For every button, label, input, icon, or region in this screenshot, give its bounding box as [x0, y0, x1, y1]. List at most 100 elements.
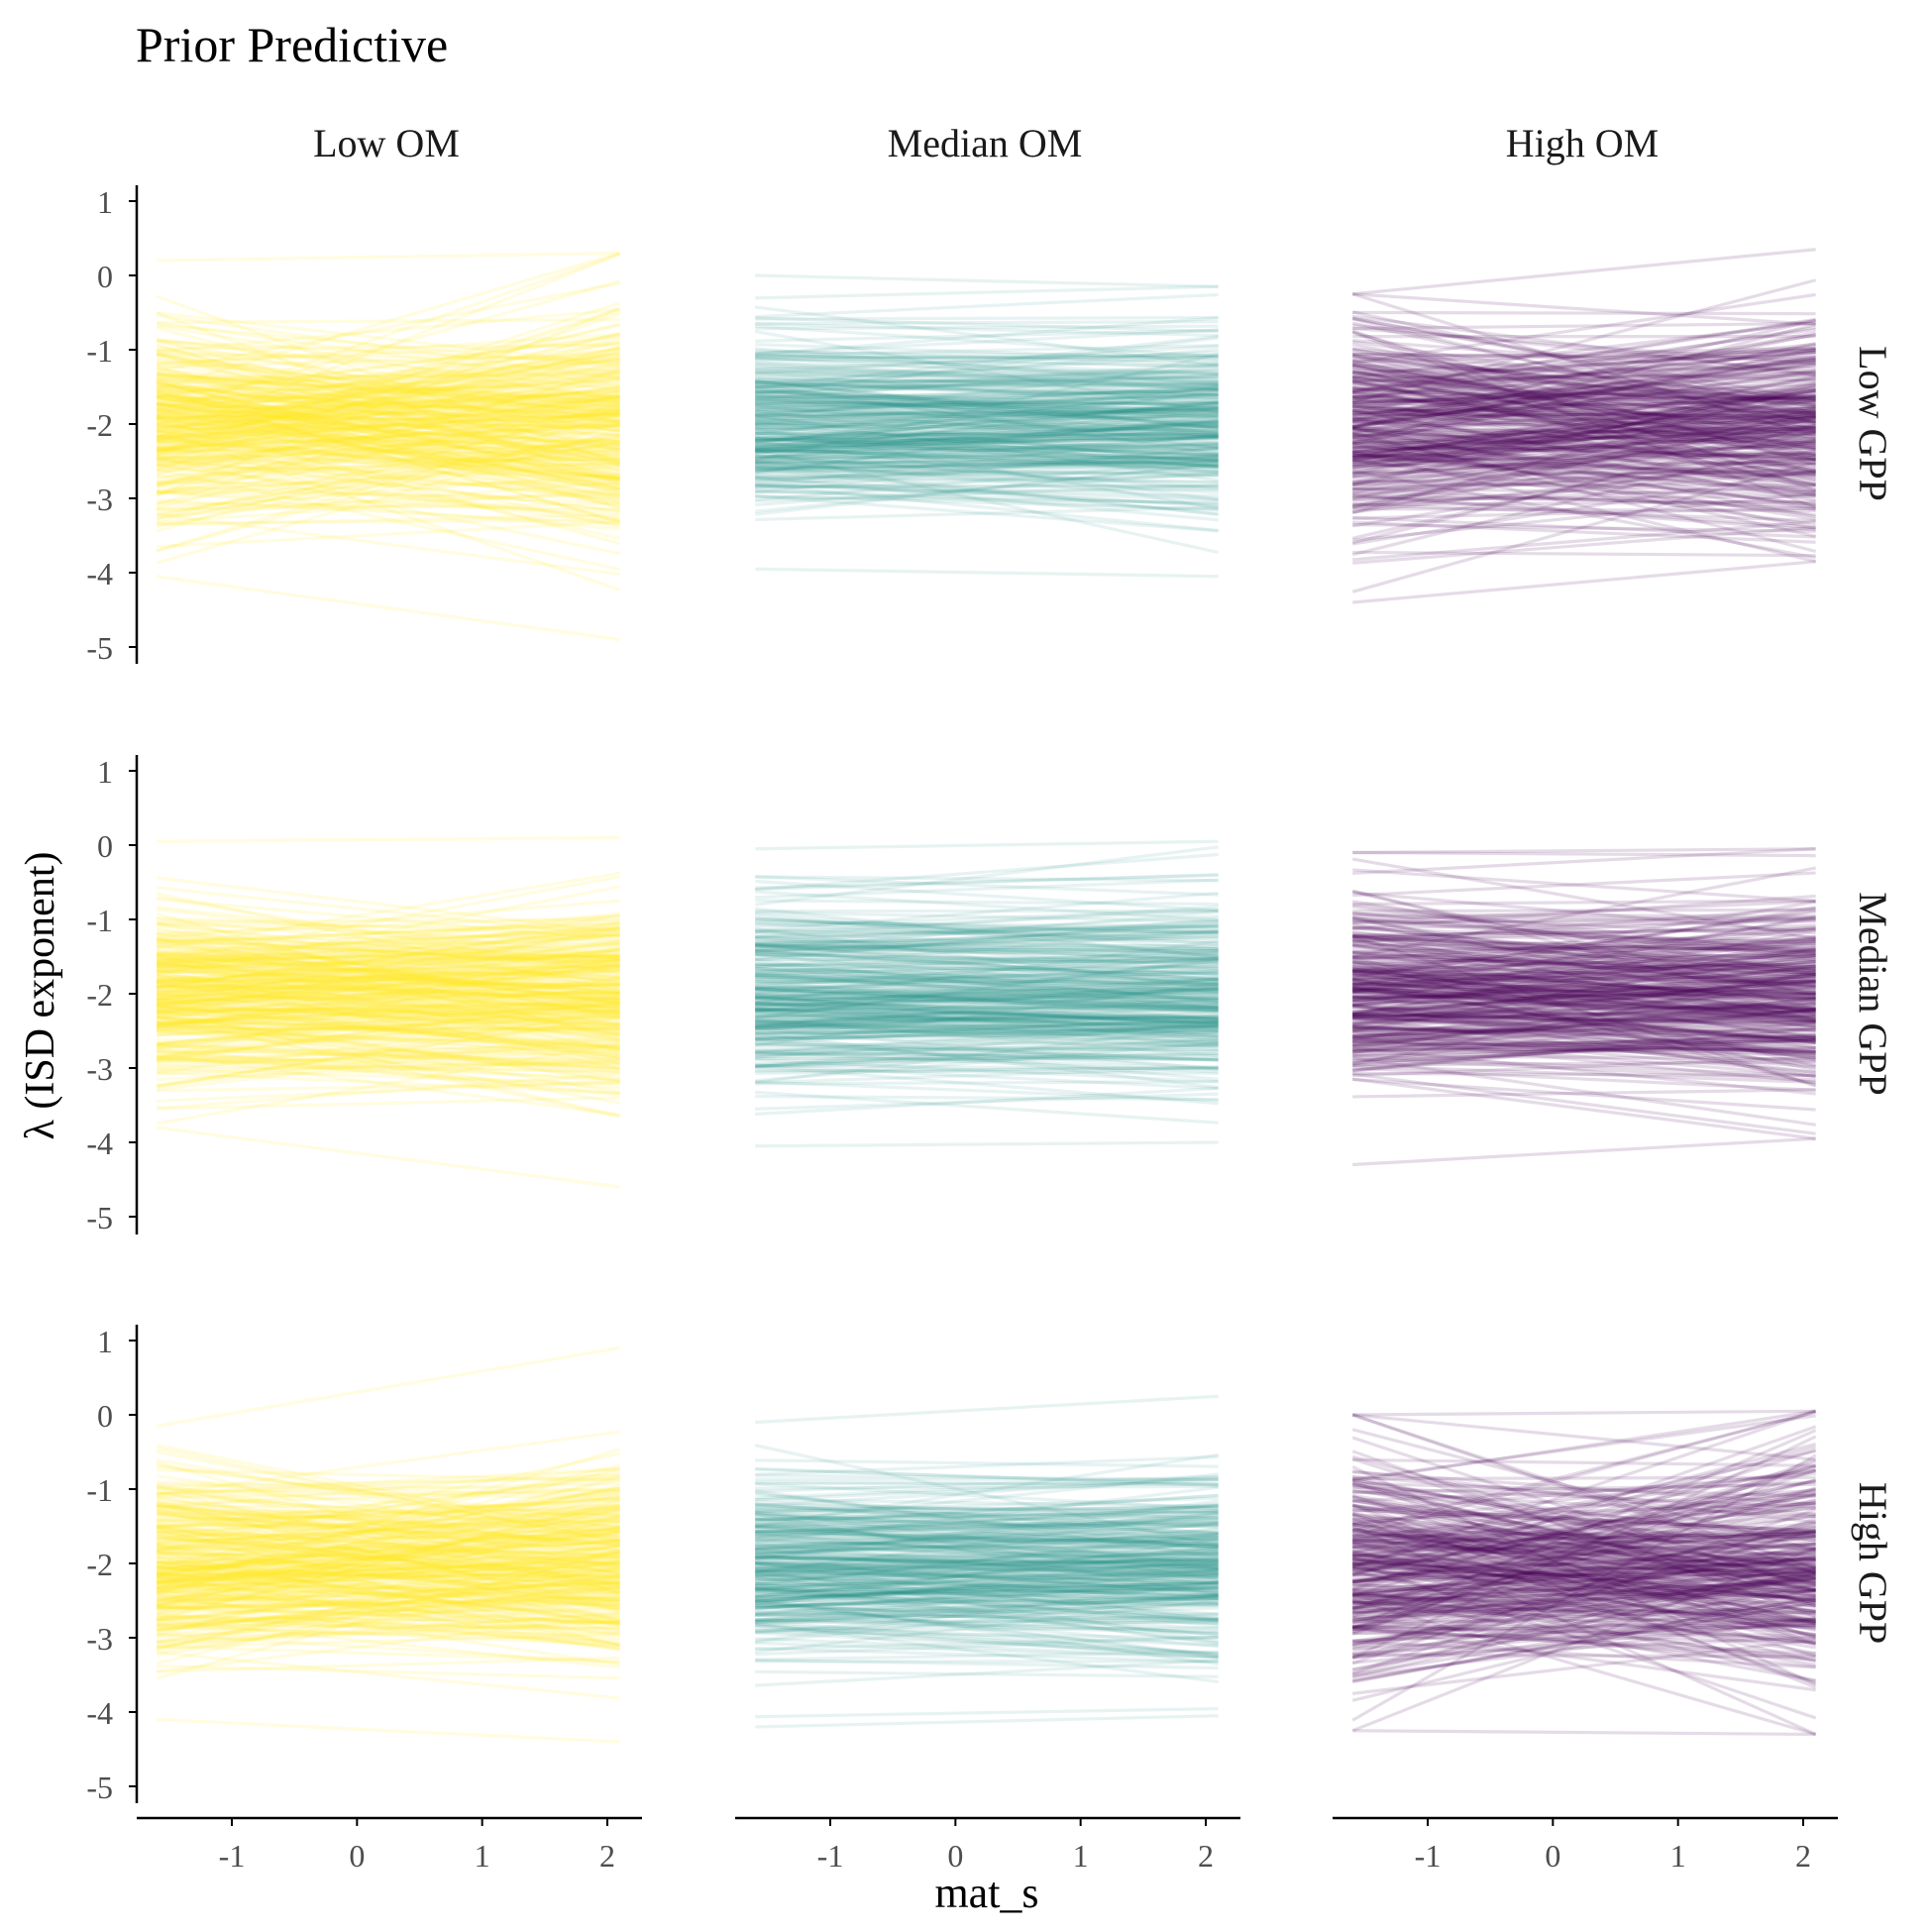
prior-draw-line — [157, 991, 620, 1006]
prior-draw-line — [755, 1522, 1219, 1551]
prior-draw-line — [1352, 456, 1816, 479]
prior-draw-line — [755, 419, 1219, 464]
prior-draw-line — [1351, 408, 1816, 493]
prior-draw-line — [755, 1474, 1219, 1493]
panel-low-gpp-high-om — [1351, 248, 1817, 604]
prior-draw-line — [157, 357, 620, 400]
prior-draw-line — [755, 909, 1219, 934]
prior-draw-line — [755, 1549, 1219, 1580]
prior-draw-line — [755, 916, 1219, 946]
prior-draw-line — [755, 916, 1219, 962]
prior-draw-line — [1351, 1522, 1816, 1605]
prior-draw-line — [755, 459, 1219, 471]
prior-draw-line — [1352, 1012, 1816, 1022]
prior-draw-line — [157, 1050, 620, 1097]
prior-draw-line — [1352, 959, 1816, 975]
prior-draw-line — [755, 459, 1219, 502]
prior-draw-line — [1352, 1557, 1816, 1604]
prior-draw-line — [157, 1054, 620, 1070]
prior-draw-line — [157, 1542, 620, 1580]
prior-draw-line — [1352, 1589, 1816, 1601]
prior-draw-line — [157, 424, 620, 453]
prior-draw-line — [157, 1552, 620, 1562]
prior-draw-line — [755, 996, 1219, 1027]
prior-draw-line — [755, 921, 1219, 935]
y-tick-label: -3 — [86, 1621, 113, 1657]
prior-draw-line — [1352, 358, 1816, 391]
prior-draw-line — [1352, 1512, 1816, 1569]
prior-draw-line — [755, 406, 1219, 418]
prior-draw-line — [755, 419, 1219, 456]
prior-draw-line — [755, 461, 1219, 470]
prior-draw-line — [1351, 398, 1816, 463]
row-strip-label: Median GPP — [1851, 892, 1895, 1096]
prior-draw-line — [755, 968, 1219, 986]
prior-draw-line — [1352, 381, 1816, 405]
prior-draw-line — [156, 946, 620, 1011]
prior-draw-line — [156, 378, 620, 464]
prior-draw-line — [1352, 1537, 1816, 1585]
prior-draw-line — [1351, 1487, 1816, 1573]
prior-draw-line — [755, 431, 1219, 453]
prior-draw-line — [755, 358, 1219, 368]
prior-draw-line — [1351, 408, 1816, 496]
prior-draw-line — [755, 1618, 1219, 1625]
prior-draw-line — [755, 1544, 1219, 1551]
prior-draw-line — [157, 993, 620, 1046]
prior-draw-line — [755, 1025, 1219, 1041]
prior-draw-line — [157, 1008, 620, 1013]
prior-draw-line — [156, 407, 620, 520]
prior-draw-line — [157, 1005, 620, 1048]
prior-draw-line — [1351, 388, 1816, 454]
prior-draw-line — [1351, 890, 1816, 998]
prior-draw-line — [157, 1491, 620, 1532]
prior-draw-line — [755, 1548, 1219, 1592]
prior-draw-line — [157, 1043, 620, 1065]
prior-draw-line — [755, 916, 1219, 943]
prior-draw-line — [1352, 347, 1816, 384]
prior-draw-line — [157, 459, 620, 498]
prior-draw-line — [755, 483, 1219, 501]
prior-draw-line — [1351, 913, 1816, 1007]
prior-draw-line — [755, 1510, 1219, 1569]
prior-draw-line — [1352, 964, 1816, 1020]
prior-draw-line — [755, 1613, 1219, 1621]
prior-draw-line — [157, 1605, 620, 1640]
prior-draw-line — [755, 1001, 1219, 1028]
prior-draw-line — [157, 1005, 620, 1019]
prior-draw-line — [755, 996, 1219, 1011]
prior-draw-line — [1351, 278, 1817, 404]
prior-draw-line — [157, 996, 620, 1015]
prior-draw-line — [1352, 970, 1816, 1018]
prior-draw-line — [1352, 446, 1816, 451]
prior-draw-line — [1352, 1546, 1816, 1602]
prior-draw-line — [157, 371, 620, 385]
prior-draw-line — [755, 1515, 1219, 1553]
prior-draw-line — [1351, 394, 1816, 485]
prior-draw-line — [755, 930, 1219, 952]
prior-draw-line — [755, 988, 1219, 1014]
prior-draw-line — [1352, 924, 1816, 977]
prior-draw-line — [157, 1056, 620, 1081]
prior-draw-line — [1352, 927, 1816, 962]
prior-draw-line — [755, 996, 1219, 1021]
prior-draw-line — [1352, 955, 1816, 973]
prior-draw-line — [156, 1573, 620, 1651]
prior-draw-line — [1352, 1530, 1816, 1538]
prior-draw-line — [157, 886, 620, 938]
prior-draw-line — [157, 353, 620, 361]
prior-draw-line — [1351, 365, 1816, 431]
prior-draw-line — [1352, 1592, 1816, 1623]
prior-draw-line — [1351, 380, 1816, 476]
prior-draw-line — [157, 970, 620, 1006]
prior-draw-line — [1352, 436, 1816, 461]
prior-draw-line — [755, 1019, 1219, 1042]
prior-draw-line — [755, 458, 1219, 476]
prior-draw-line — [156, 1522, 620, 1586]
prior-draw-line — [157, 985, 620, 1001]
prior-draw-line — [157, 377, 620, 399]
prior-draw-line — [755, 386, 1219, 439]
prior-draw-line — [755, 1568, 1219, 1574]
prior-draw-line — [1352, 900, 1816, 923]
prior-draw-line — [755, 1491, 1219, 1553]
